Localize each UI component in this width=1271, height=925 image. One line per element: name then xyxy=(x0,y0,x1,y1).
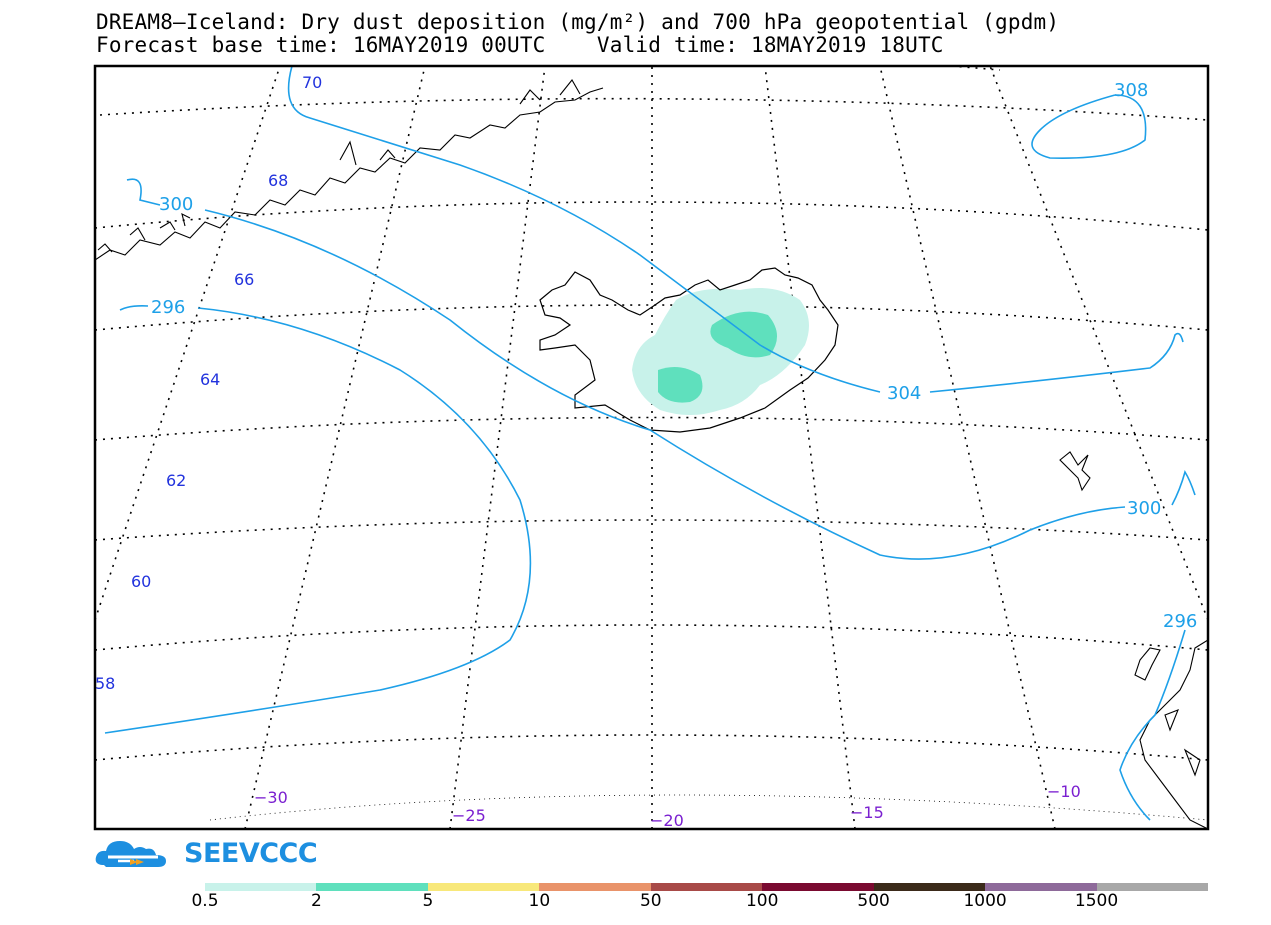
colorbar-label-5: 100 xyxy=(745,891,779,911)
colorbar-swatch-1 xyxy=(316,883,428,891)
scotland-coastline xyxy=(1134,639,1208,829)
lon-label-15w: −15 xyxy=(850,803,884,822)
lon-label-25w: −25 xyxy=(452,806,486,825)
faroe-islands xyxy=(1059,451,1091,492)
colorbar-label-1: 2 xyxy=(311,891,322,911)
lat-label-64: 64 xyxy=(200,370,220,389)
latitude-gridline-outer xyxy=(209,794,1208,821)
lat-label-60: 60 xyxy=(131,572,151,591)
geopotential-contours xyxy=(104,66,1196,821)
colorbar-swatch-4 xyxy=(650,883,763,891)
colorbar-label-0: 0.5 xyxy=(191,891,219,911)
colorbar-swatch-8 xyxy=(1096,883,1208,891)
contour-label-296-east: 296 xyxy=(1163,611,1197,632)
lon-label-10w: −10 xyxy=(1047,782,1081,801)
contour-label-308: 308 xyxy=(1114,80,1148,101)
colorbar-label-3: 10 xyxy=(528,891,551,911)
colorbar-label-4: 50 xyxy=(639,891,662,911)
cloud-logo-icon xyxy=(95,841,166,867)
map-content xyxy=(95,66,1208,829)
contour-label-296-west: 296 xyxy=(151,297,185,318)
map-border xyxy=(93,64,1210,831)
map-subtitle-times: Forecast base time: 16MAY2019 00UTC Vali… xyxy=(96,33,944,57)
colorbar-swatch-5 xyxy=(762,883,874,891)
contour-label-300-east: 300 xyxy=(1127,498,1161,519)
lon-label-30w: −30 xyxy=(254,788,288,807)
contour-300-east xyxy=(1171,470,1196,506)
colorbar-swatch-2 xyxy=(427,883,540,891)
map-title: DREAM8—Iceland: Dry dust deposition (mg/… xyxy=(96,10,1060,34)
lat-label-68: 68 xyxy=(268,171,288,190)
contour-304 xyxy=(929,332,1184,393)
contour-308-ring xyxy=(1031,94,1147,159)
greenland-coastline xyxy=(95,79,604,261)
lon-label-20w: −20 xyxy=(650,811,684,830)
logo-text: SEEVCCC xyxy=(184,837,318,869)
contour-300 xyxy=(126,178,1126,560)
colorbar-label-2: 5 xyxy=(422,891,434,911)
iceland-coastline xyxy=(539,267,839,433)
colorbar-label-7: 1000 xyxy=(963,891,1007,911)
colorbar-label-6: 500 xyxy=(857,891,890,911)
contour-296 xyxy=(104,305,532,734)
lat-label-62: 62 xyxy=(166,471,186,490)
longitude-gridlines xyxy=(95,66,1208,829)
contour-296-east xyxy=(1119,629,1186,821)
colorbar xyxy=(205,883,1208,891)
colorbar-labels: 0.5 2 5 10 50 100 500 1000 1500 xyxy=(0,891,1271,915)
lat-label-58: 58 xyxy=(95,674,115,693)
colorbar-swatch-6 xyxy=(873,883,986,891)
latitude-gridlines xyxy=(95,66,1208,761)
contour-308-west xyxy=(287,66,881,393)
colorbar-label-8: 1500 xyxy=(1074,891,1119,911)
seevccc-logo: SEEVCCC xyxy=(94,835,318,871)
colorbar-swatch-3 xyxy=(539,883,651,891)
colorbar-swatch-7 xyxy=(985,883,1097,891)
colorbar-swatch-0 xyxy=(205,883,317,891)
contour-label-300-west: 300 xyxy=(159,194,193,215)
lat-label-70: 70 xyxy=(302,73,322,92)
contour-label-304: 304 xyxy=(887,383,921,404)
lat-label-66: 66 xyxy=(234,270,254,289)
